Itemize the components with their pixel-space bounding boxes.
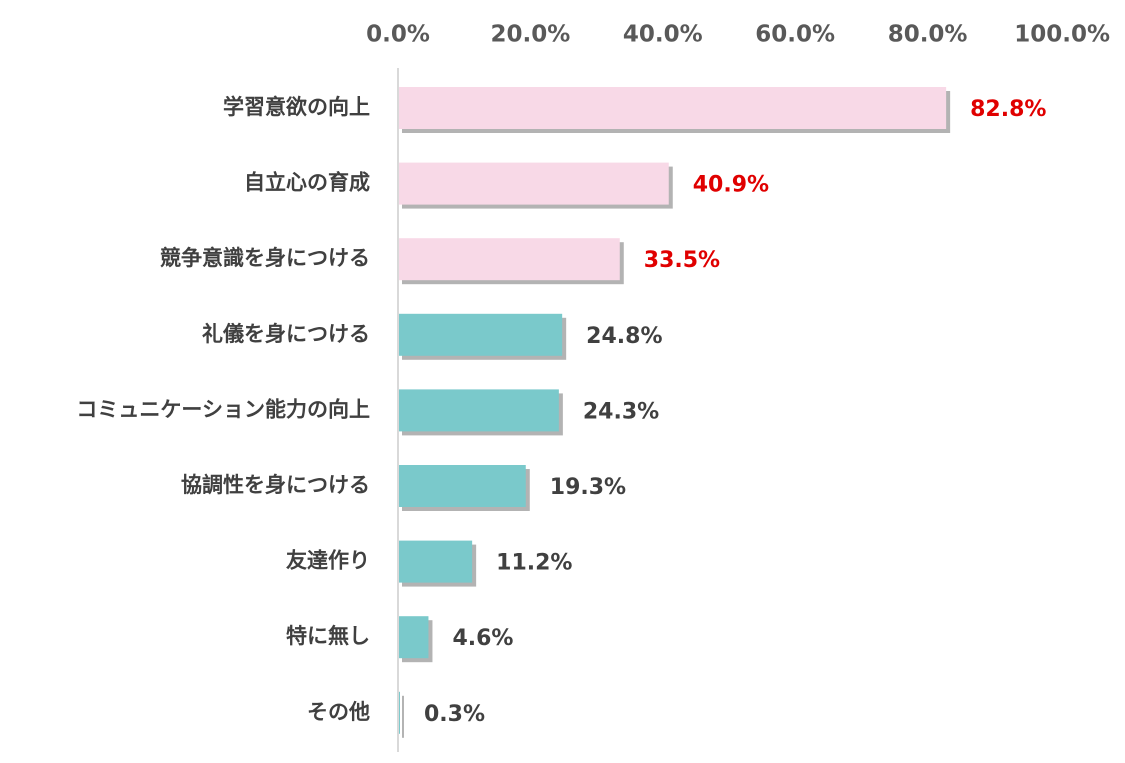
bar <box>398 616 429 659</box>
bar <box>398 162 669 205</box>
x-tick-label: 0.0% <box>366 22 430 48</box>
bar-shadow <box>402 695 404 738</box>
category-label: 学習意欲の向上 <box>223 95 370 119</box>
category-label: コミュニケーション能力の向上 <box>76 397 370 421</box>
bar <box>398 87 947 129</box>
x-tick-label: 60.0% <box>755 22 835 48</box>
value-label: 33.5% <box>644 248 720 273</box>
value-label: 24.8% <box>586 324 662 349</box>
category-label: その他 <box>307 700 370 724</box>
x-axis-ticks: 0.0% 20.0% 40.0% 60.0% 80.0% 100.0% <box>366 22 1110 48</box>
value-label: 0.3% <box>424 702 485 727</box>
bar <box>398 313 563 356</box>
category-label: 協調性を身につける <box>181 473 370 497</box>
value-label: 40.9% <box>693 173 769 198</box>
category-labels: 学習意欲の向上自立心の育成競争意識を身につける礼儀を身につけるコミュニケーション… <box>76 95 370 724</box>
category-label: 礼儀を身につける <box>202 322 370 346</box>
value-label: 82.8% <box>970 97 1046 122</box>
x-tick-label: 100.0% <box>1014 22 1110 48</box>
category-label: 競争意識を身につける <box>160 246 370 270</box>
bar <box>398 238 620 281</box>
x-tick-label: 20.0% <box>491 22 571 48</box>
x-tick-label: 80.0% <box>888 22 968 48</box>
value-label: 19.3% <box>550 475 626 500</box>
value-label: 4.6% <box>452 626 513 651</box>
bar <box>398 389 559 432</box>
value-label: 11.2% <box>496 551 572 576</box>
category-label: 自立心の育成 <box>244 171 370 195</box>
value-labels: 82.8% 40.9% 33.5% 24.8% 24.3% 19.3% 11.2% 4.6% 0… <box>424 97 1046 727</box>
bars <box>398 87 947 734</box>
bar <box>398 540 473 583</box>
x-tick-label: 40.0% <box>623 22 703 48</box>
value-label: 24.3% <box>583 399 659 424</box>
category-label: 特に無し <box>286 624 370 648</box>
bar <box>398 465 526 507</box>
category-label: 友達作り <box>286 549 370 573</box>
